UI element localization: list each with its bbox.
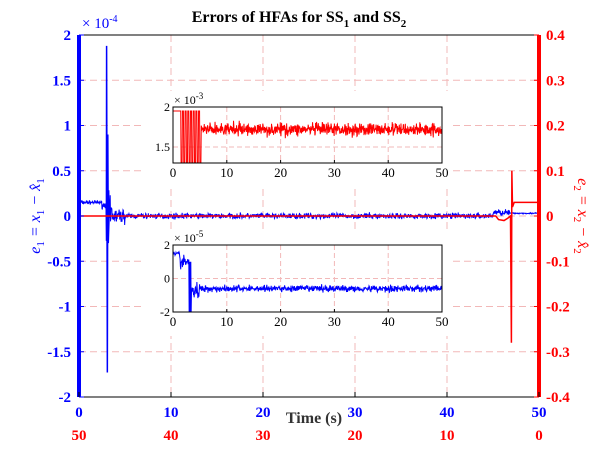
inset-background xyxy=(141,229,450,336)
left-tick-label: -1 xyxy=(59,300,72,316)
inset-multiplier: × 10-5 xyxy=(174,229,204,245)
series-e2-line xyxy=(79,170,539,343)
inset-x-tick-label: 0 xyxy=(170,314,177,329)
inset-x-tick-label: 20 xyxy=(274,165,287,180)
left-tick-label: -1.5 xyxy=(47,345,71,361)
x-tick-label-top: 30 xyxy=(348,405,363,421)
inset-x-tick-label: 50 xyxy=(436,165,449,180)
inset-frame xyxy=(172,244,443,313)
inset-x-tick-label: 10 xyxy=(220,165,233,180)
x-tick-label-bottom: 40 xyxy=(164,428,179,444)
right-tick-label: -0.2 xyxy=(546,300,570,316)
right-tick-label: -0.3 xyxy=(546,345,570,361)
left-tick-label: 0.5 xyxy=(52,164,71,180)
right-tick-label: 0.2 xyxy=(546,119,565,135)
left-tick-label: -2 xyxy=(59,390,72,406)
series-e1-spike xyxy=(105,45,111,373)
inset-x-tick-label: 30 xyxy=(328,165,341,180)
right-tick-label: 0 xyxy=(546,209,554,225)
inset-x-tick-label: 40 xyxy=(382,165,395,180)
x-tick-label-top: 40 xyxy=(440,405,455,421)
x-axis-label: Time (s) xyxy=(286,410,342,427)
x-tick-label-bottom: 0 xyxy=(535,428,543,444)
inset-y-tick-label: 2 xyxy=(164,238,170,252)
inset-y-tick-label: 1.5 xyxy=(155,140,170,154)
left-tick-label: 2 xyxy=(64,28,72,44)
main-series xyxy=(78,45,540,373)
x-tick-label-top: 20 xyxy=(256,405,271,421)
left-tick-label: 0 xyxy=(64,209,72,225)
inset-x-tick-label: 20 xyxy=(274,314,287,329)
x-tick-label-bottom: 30 xyxy=(256,428,271,444)
right-tick-label: 0.4 xyxy=(546,28,565,44)
inset-x-tick-label: 30 xyxy=(328,314,341,329)
right-tick-label: 0.1 xyxy=(546,164,565,180)
inset-y-tick-label: -2 xyxy=(160,305,170,319)
x-tick-label-top: 50 xyxy=(532,405,547,421)
right-tick-label: -0.4 xyxy=(546,390,570,406)
inset-frame xyxy=(172,106,443,164)
right-tick-label: -0.1 xyxy=(546,254,570,270)
axis-ticks: 2 1.5 1 0.5 0 -0.5 -1 -1.5 -2 0.4 0.3 0.2 0.1 0 -0.1 -0… xyxy=(47,28,570,444)
inset-x-tick-label: 0 xyxy=(170,165,177,180)
x-tick-label-bottom: 20 xyxy=(348,428,363,444)
right-y-axis-label: e2 = x2 − x̂2 xyxy=(571,178,591,253)
inset-plot-1: 0 10 20 30 40 50 2 1.5 × 10-3 xyxy=(141,91,450,187)
x-tick-label-top: 0 xyxy=(75,405,83,421)
left-tick-label: 1 xyxy=(64,119,72,135)
chart-title: Errors of HFAs for SS1 and SS2 xyxy=(192,9,407,30)
inset-series-line xyxy=(172,250,443,313)
left-tick-label: -0.5 xyxy=(47,254,71,270)
inset-series-line xyxy=(173,110,443,164)
inset-x-tick-label: 50 xyxy=(436,314,449,329)
x-tick-label-bottom: 50 xyxy=(72,428,87,444)
left-y-axis-label: e1 = x1 − x̂1 xyxy=(27,178,47,253)
inset-x-tick-label: 40 xyxy=(382,314,395,329)
inset-y-tick-label: 0 xyxy=(164,272,170,286)
inset-y-tick-label: 2 xyxy=(164,100,170,114)
x-tick-label-bottom: 10 xyxy=(440,428,455,444)
x-tick-label-top: 10 xyxy=(164,405,179,421)
left-axis-multiplier: × 10-4 xyxy=(82,14,118,32)
right-tick-label: 0.3 xyxy=(546,73,565,89)
inset-multiplier: × 10-3 xyxy=(174,91,204,107)
left-tick-label: 1.5 xyxy=(52,73,71,89)
inset-x-tick-label: 10 xyxy=(220,314,233,329)
